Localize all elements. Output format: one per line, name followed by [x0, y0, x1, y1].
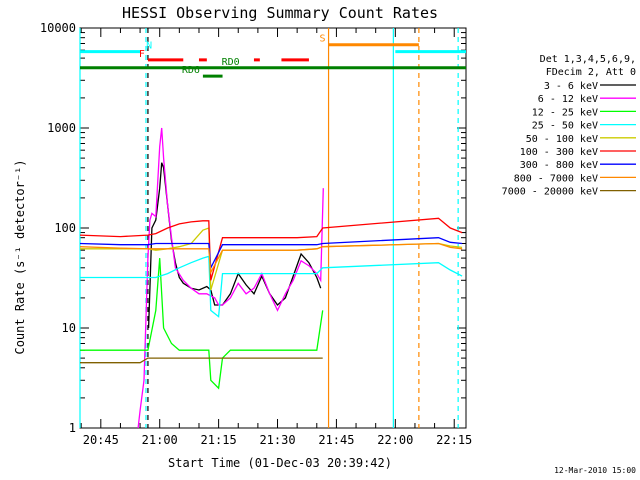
y-tick-label: 1000	[47, 121, 76, 135]
x-tick-label: 22:15	[436, 433, 472, 447]
legend-header-2: FDecim 2, Att 0	[546, 67, 636, 78]
legend-header-1: Det 1,3,4,5,6,9,	[540, 54, 636, 65]
legend-entry: 100 - 300 keV	[520, 147, 598, 158]
y-axis-label: Count Rate (s⁻¹ detector⁻¹)	[13, 159, 27, 354]
x-tick-label: 21:00	[142, 433, 178, 447]
y-tick-label: 10	[62, 321, 76, 335]
flag-bar-label: N	[146, 41, 152, 52]
x-tick-label: 22:00	[377, 433, 413, 447]
legend-entry: 3 - 6 keV	[544, 81, 598, 92]
x-axis-label: Start Time (01-Dec-03 20:39:42)	[168, 456, 392, 470]
flag-bar-label: S	[320, 34, 326, 45]
legend-entry: 25 - 50 keV	[532, 121, 598, 132]
y-tick-label: 10000	[40, 21, 76, 35]
legend-entry: 300 - 800 keV	[520, 160, 598, 171]
legend-entry: 50 - 100 keV	[526, 134, 598, 145]
flag-bar-label: RD0	[222, 57, 240, 68]
legend-entry: 800 - 7000 keV	[514, 173, 598, 184]
footer-date: 12-Mar-2010 15:00	[554, 466, 636, 475]
series-line	[80, 258, 324, 390]
legend-entry: 12 - 25 keV	[532, 107, 598, 118]
legend-entry: 6 - 12 keV	[538, 94, 598, 105]
series-line	[79, 237, 463, 271]
flag-bar-label: RD6	[182, 65, 200, 76]
series-line	[80, 357, 323, 364]
chart-title: HESSI Observing Summary Count Rates	[122, 4, 438, 22]
flag-bar-label: F	[139, 49, 145, 60]
plot-area: 1 10 100 1000 10000 20:45 21:00 21:15 21:30 21:45…	[40, 21, 472, 447]
y-tick-label: 100	[54, 221, 76, 235]
x-tick-label: 21:30	[259, 433, 295, 447]
x-tick-label: 21:45	[318, 433, 354, 447]
legend-entry: 7000 - 20000 keV	[502, 187, 598, 198]
series-line	[79, 242, 463, 275]
y-tick-label: 1	[69, 421, 76, 435]
x-tick-label: 20:45	[83, 433, 119, 447]
series-line	[80, 255, 463, 318]
legend: 3 - 6 keV 6 - 12 keV 12 - 25 keV 25 - 50 ke…	[502, 81, 636, 198]
x-tick-label: 21:15	[201, 433, 237, 447]
